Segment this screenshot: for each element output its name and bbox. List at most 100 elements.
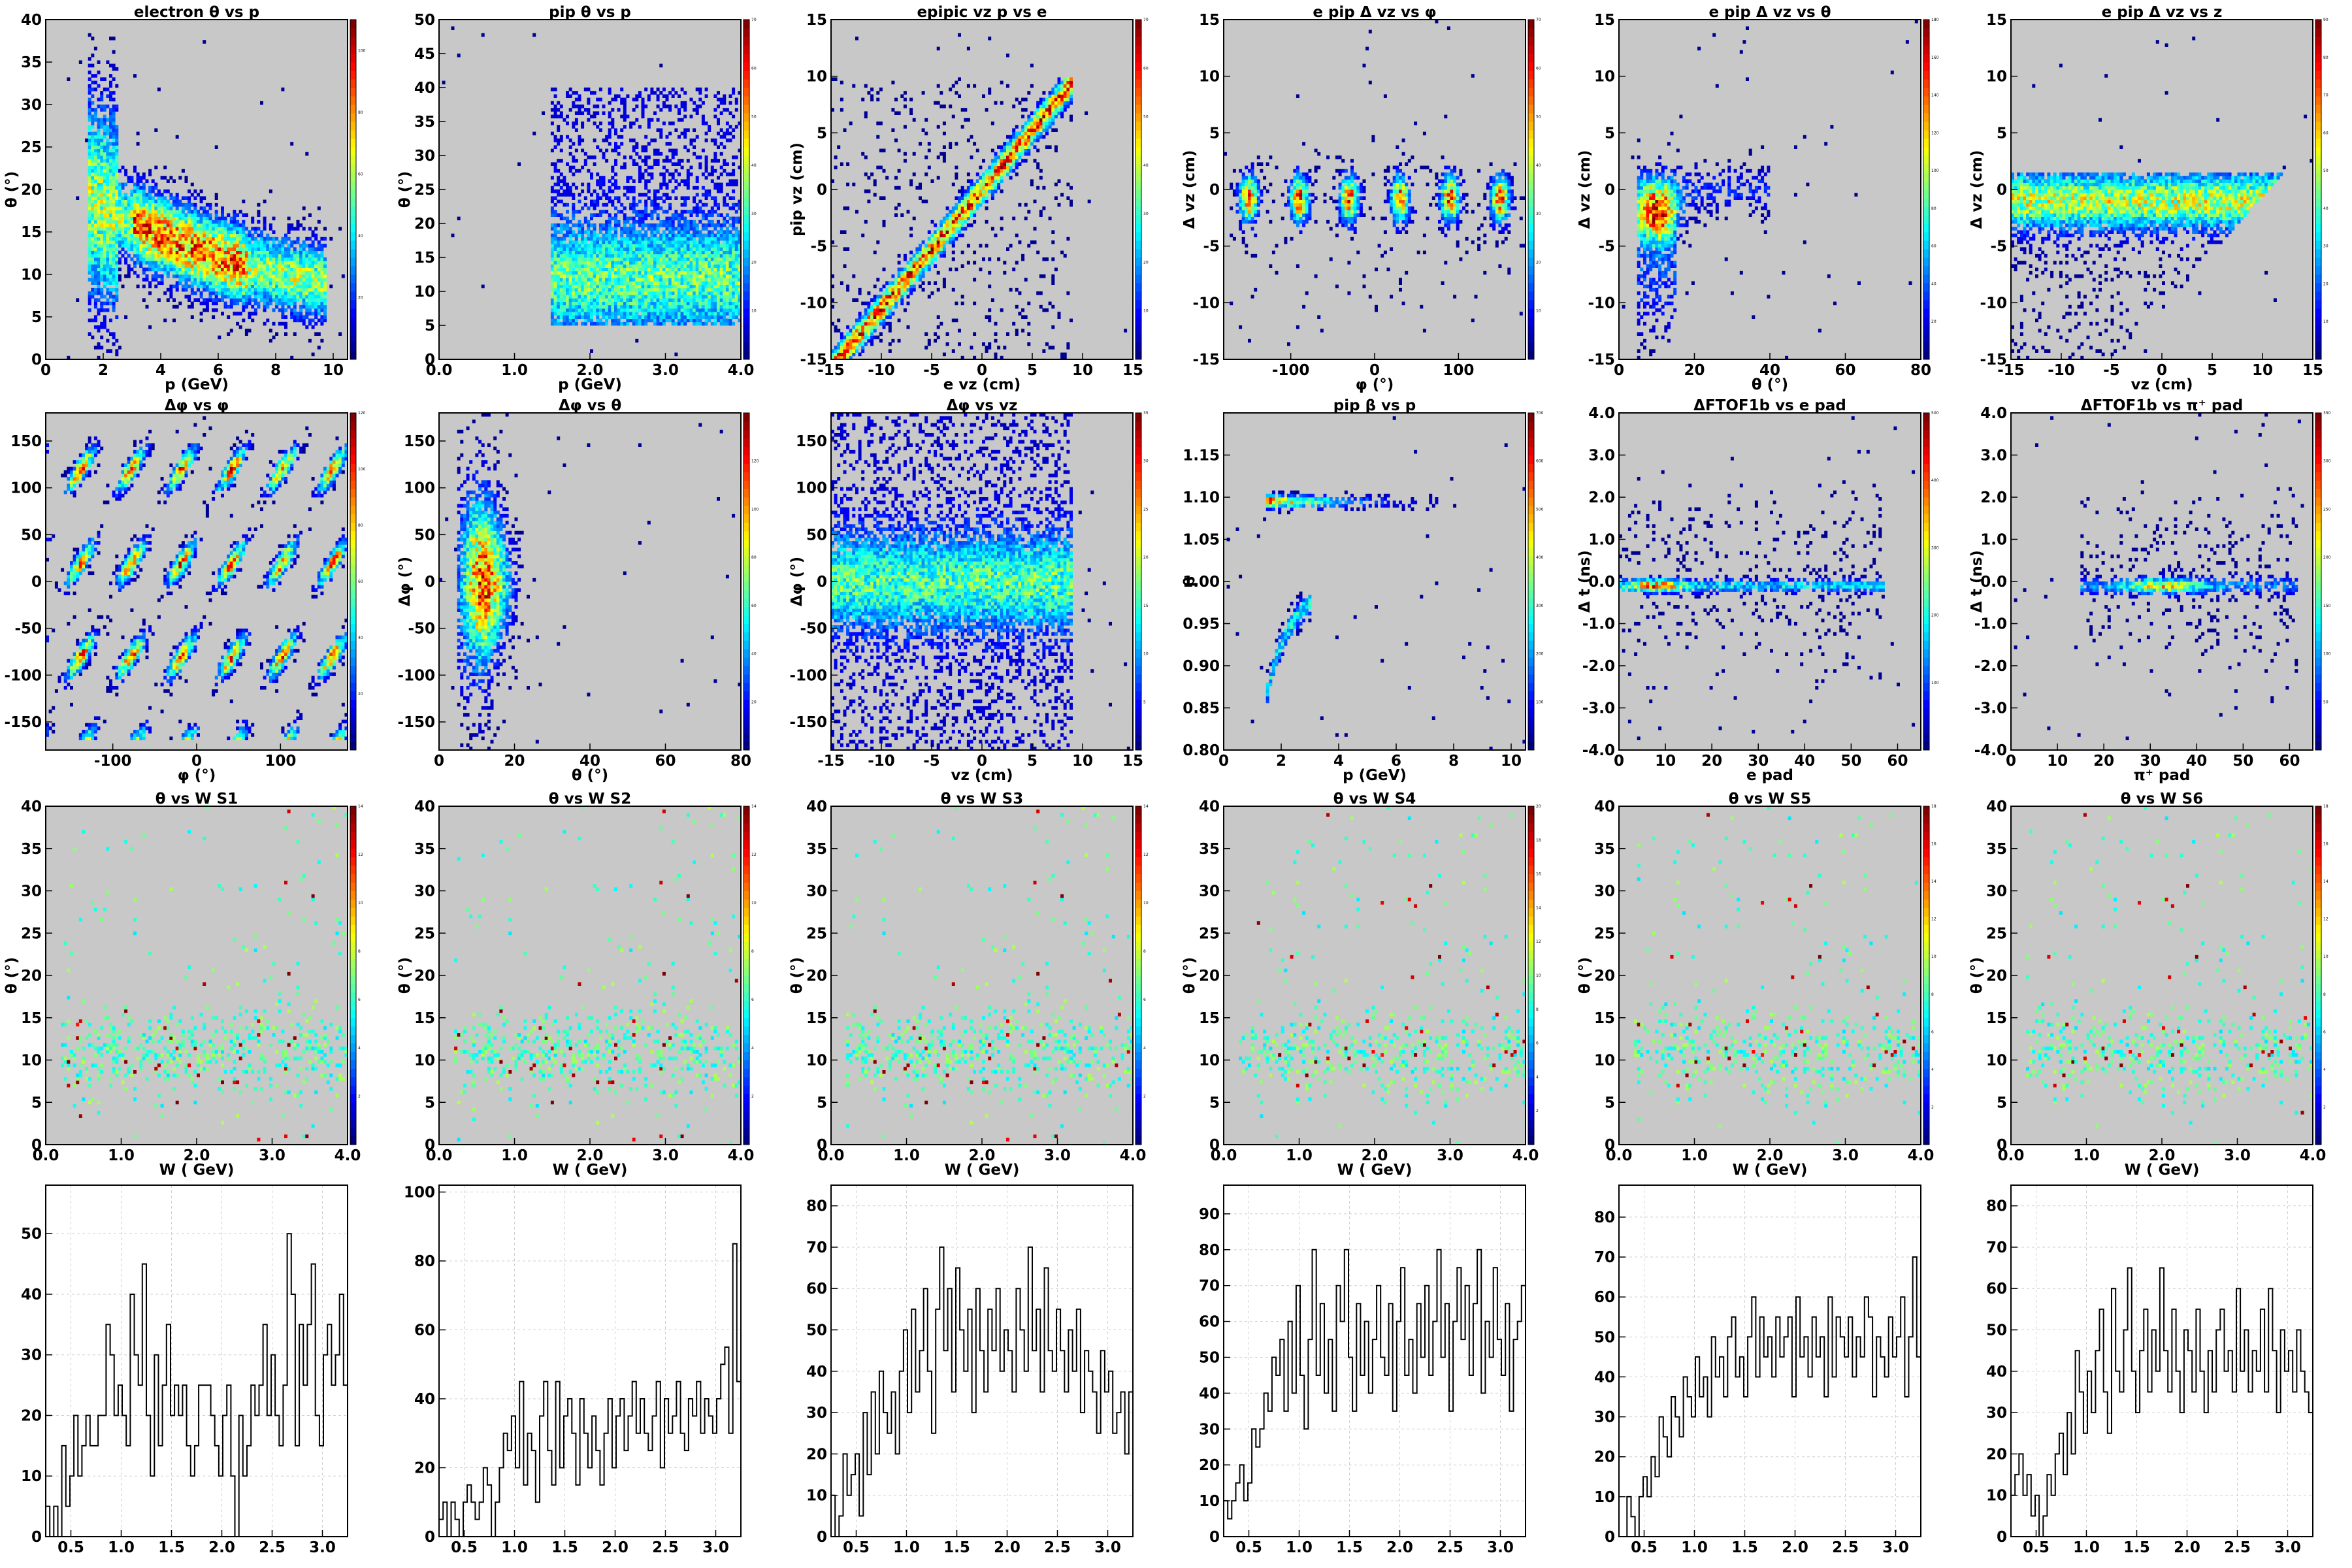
heatmap-cell (142, 186, 146, 190)
heatmap-cell (169, 206, 172, 210)
heatmap-cell (657, 159, 660, 163)
heatmap-cell (293, 264, 297, 268)
heatmap-cell (154, 285, 157, 289)
heatmap-cell (152, 244, 155, 248)
heatmap-cell (224, 244, 227, 248)
heatmap-cell (587, 319, 590, 323)
heatmap-cell (702, 291, 705, 295)
heatmap-cell (182, 285, 185, 289)
heatmap-cell (617, 240, 621, 244)
heatmap-cell (666, 142, 669, 146)
heatmap-cell (551, 237, 554, 241)
heatmap-cell (91, 217, 94, 221)
heatmap-cell (644, 288, 647, 292)
heatmap-cell (245, 302, 248, 306)
heatmap-cell (644, 291, 647, 295)
heatmap-cell (581, 274, 584, 278)
heatmap-cell (620, 271, 623, 275)
heatmap-cell (696, 88, 699, 91)
color-bar-step (350, 181, 356, 190)
heatmap-cell (239, 264, 242, 268)
heatmap-cell (163, 227, 167, 231)
heatmap-cell (97, 244, 101, 248)
heatmap-cell (650, 278, 653, 282)
heatmap-cell (148, 237, 152, 241)
heatmap-cell (614, 162, 617, 166)
heatmap-cell (611, 305, 614, 309)
heatmap-cell (103, 189, 106, 193)
heatmap-cell (215, 278, 218, 282)
heatmap-cell (572, 196, 575, 200)
heatmap-cell (614, 98, 617, 102)
heatmap-cell (584, 230, 587, 234)
heatmap-cell (275, 264, 278, 268)
heatmap-cell (218, 298, 221, 302)
heatmap-cell (605, 240, 608, 244)
heatmap-cell (281, 237, 284, 241)
heatmap-cell (157, 213, 161, 217)
heatmap-cell (626, 261, 629, 265)
heatmap-cell (320, 315, 323, 319)
heatmap-cell (209, 213, 212, 217)
heatmap-cell (581, 315, 584, 319)
heatmap-cell (103, 315, 106, 319)
heatmap-cell (133, 261, 137, 265)
heatmap-cell (638, 308, 642, 312)
heatmap-cell (152, 257, 155, 261)
heatmap-cell (593, 288, 596, 292)
heatmap-cell (608, 200, 612, 204)
heatmap-cell (124, 230, 127, 234)
heatmap-cell (290, 274, 293, 278)
heatmap-cell (638, 298, 642, 302)
heatmap-cell (88, 223, 91, 227)
heatmap-cell (644, 285, 647, 289)
heatmap-cell (650, 200, 653, 204)
heatmap-cell (227, 237, 230, 241)
heatmap-cell (266, 302, 269, 306)
heatmap-cell (197, 217, 200, 221)
heatmap-cell (632, 278, 636, 282)
heatmap-cell (672, 213, 675, 217)
heatmap-cell (605, 210, 608, 214)
heatmap-cell (696, 254, 699, 258)
heatmap-cell (650, 268, 653, 272)
heatmap-cell (566, 308, 569, 312)
heatmap-cell (602, 281, 606, 285)
heatmap-cell (112, 159, 116, 163)
heatmap-cell (723, 302, 726, 306)
heatmap-cell (572, 302, 575, 306)
heatmap-cell (188, 240, 191, 244)
heatmap-cell (161, 200, 164, 204)
heatmap-cell (281, 305, 284, 309)
heatmap-cell (617, 268, 621, 272)
heatmap-cell (611, 315, 614, 319)
heatmap-cell (91, 203, 94, 207)
heatmap-cell (342, 274, 345, 278)
heatmap-cell (650, 251, 653, 255)
heatmap-cell (623, 98, 627, 102)
heatmap-cell (172, 210, 176, 214)
heatmap-cell (554, 111, 557, 115)
heatmap-cell (681, 132, 684, 136)
heatmap-cell (668, 223, 672, 227)
heatmap-cell (711, 268, 714, 272)
heatmap-cell (188, 261, 191, 265)
heatmap-cell (200, 291, 203, 295)
heatmap-cell (176, 271, 179, 275)
heatmap-cell (605, 244, 608, 248)
heatmap-cell (557, 244, 560, 248)
heatmap-cell (632, 288, 636, 292)
heatmap-cell (569, 288, 572, 292)
heatmap-cell (94, 132, 97, 136)
heatmap-cell (191, 291, 194, 295)
heatmap-cell (242, 261, 245, 265)
heatmap-cell (176, 230, 179, 234)
heatmap-cell (284, 271, 287, 275)
heatmap-cell (161, 251, 164, 255)
heatmap-cell (139, 264, 142, 268)
heatmap-cell (632, 302, 636, 306)
heatmap-cell (212, 230, 215, 234)
heatmap-cell (659, 288, 662, 292)
heatmap-cell (148, 261, 152, 265)
heatmap-cell (599, 237, 602, 241)
